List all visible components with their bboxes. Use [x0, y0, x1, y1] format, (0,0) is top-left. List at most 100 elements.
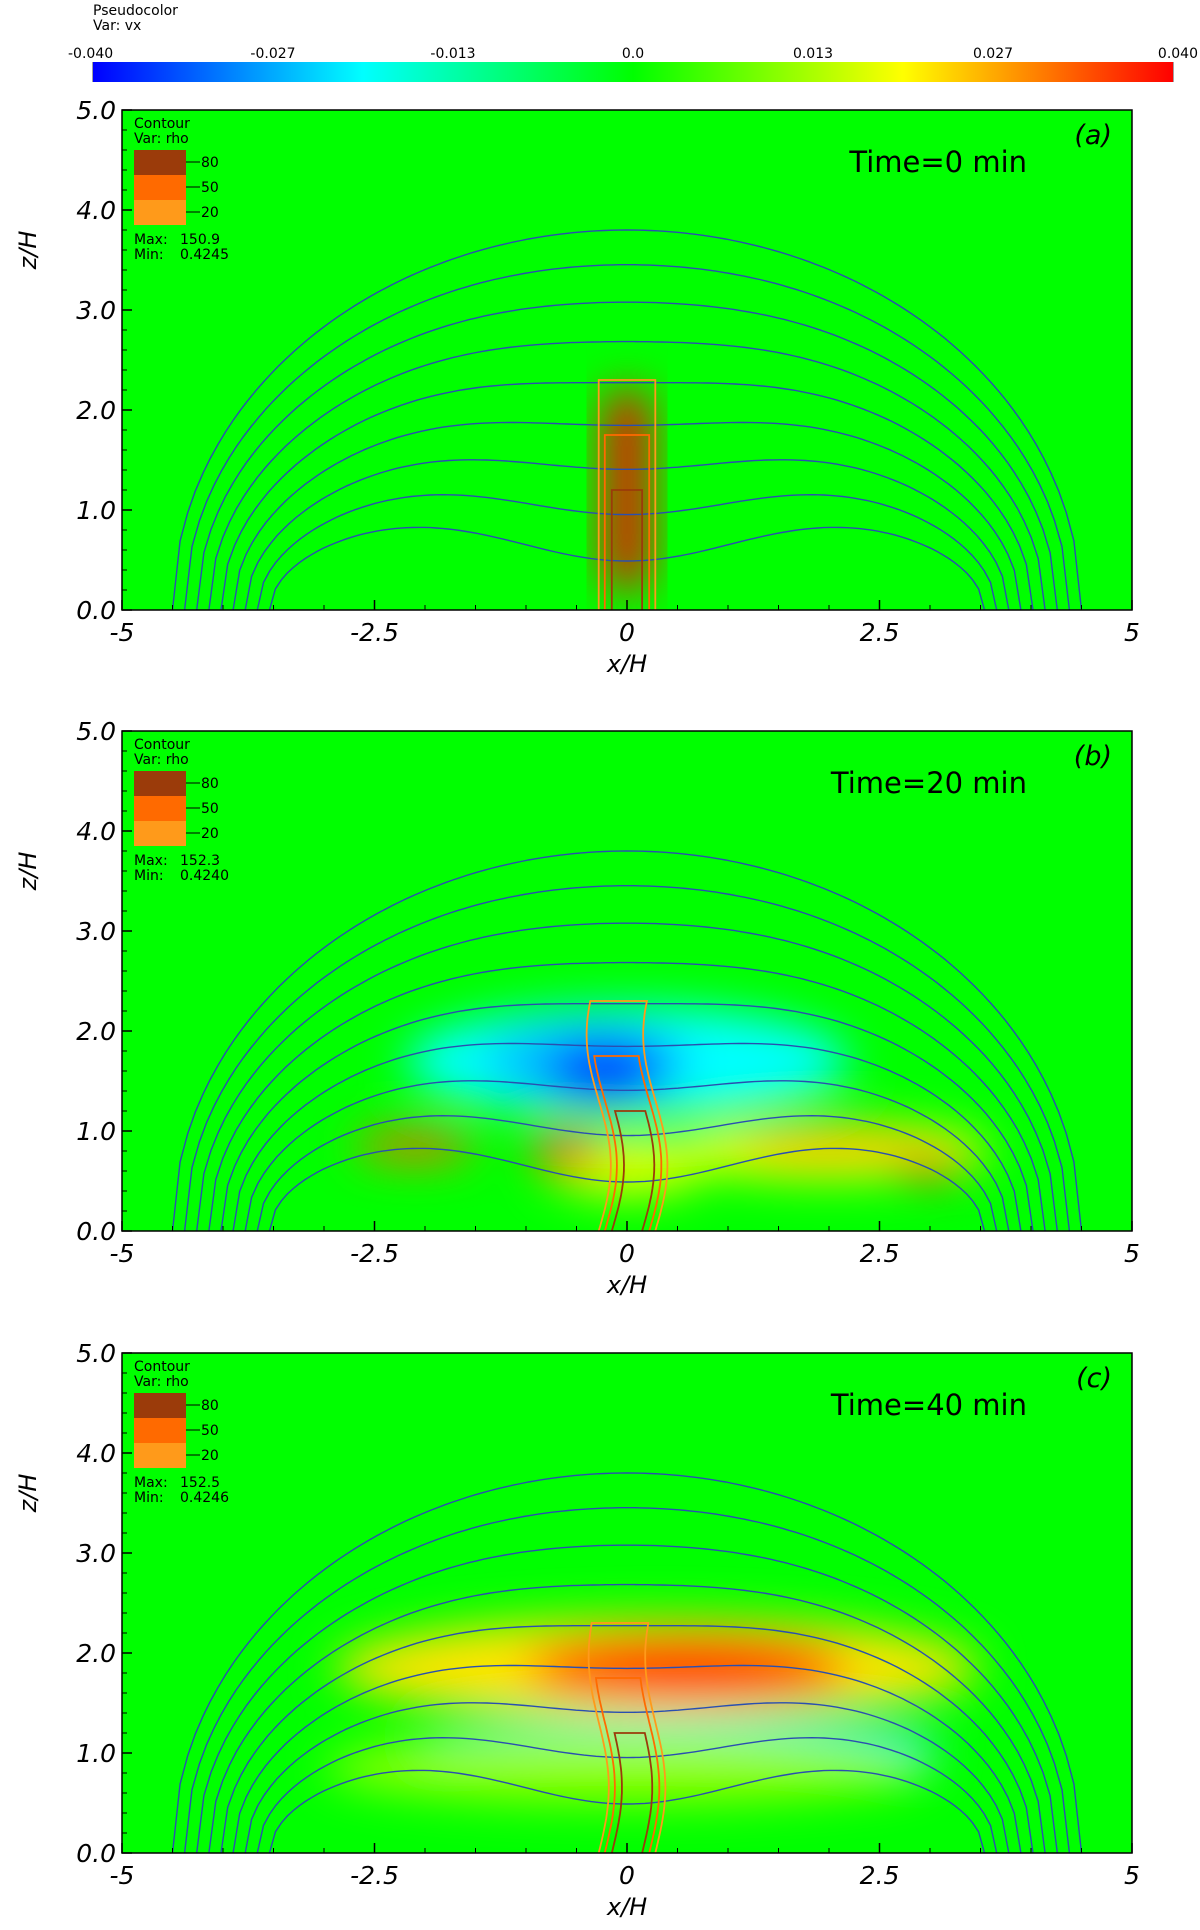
- x-tick-label: 2.5: [860, 1861, 900, 1890]
- y-tick-label: 0.0: [76, 1217, 116, 1246]
- colorbar-tick-label: -0.013: [430, 46, 475, 62]
- legend-level-label: 50: [201, 1423, 219, 1439]
- field-feature: [324, 1733, 930, 1803]
- field-line: [171, 229, 1083, 610]
- rho-contours: [587, 1622, 667, 1853]
- colorbar-variable: Var: vx: [93, 18, 141, 34]
- legend-swatch: [134, 771, 186, 796]
- legend-max-value: 150.9: [180, 232, 220, 248]
- field-line: [171, 850, 1083, 1231]
- rho-contours: [597, 379, 657, 610]
- field-feature: [546, 1041, 668, 1101]
- field-lines: [171, 1472, 1083, 1853]
- y-tick-label: 4.0: [76, 196, 116, 225]
- panel-b: 0.0 1.0 2.0 3.0 4.0 5.0 -5 -2.5 0 2.5 5 x/H z/H (b) Ti…: [14, 717, 1140, 1299]
- x-tick-label: 5: [1124, 618, 1140, 647]
- time-label: Time=40 min: [830, 1388, 1027, 1422]
- y-tick-label: 5.0: [76, 1339, 116, 1368]
- panel-c: 0.0 1.0 2.0 3.0 4.0 5.0 -5 -2.5 0 2.5 5 x/H z/H (c) Ti…: [14, 1339, 1140, 1921]
- rho-contour-line: [603, 434, 651, 610]
- y-axis-label: z/H: [14, 1474, 42, 1514]
- panel-a: 0.0 1.0 2.0 3.0 4.0 5.0 -5 -2.5 0 2.5 5 x/H z/H (a) Ti…: [14, 96, 1140, 678]
- colorbar-gradient: [93, 62, 1173, 82]
- rho-contour-line: [610, 489, 643, 610]
- y-tick-label: 2.0: [76, 1639, 116, 1668]
- colorbar-title: Pseudocolor: [93, 3, 178, 19]
- y-tick-label: 3.0: [76, 917, 116, 946]
- colorbar-tick-label: 0.013: [793, 46, 833, 62]
- legend-max-value: 152.5: [180, 1475, 220, 1491]
- x-tick-label: -5: [110, 1861, 135, 1890]
- legend-min-label: Min:: [134, 868, 164, 884]
- field-line: [196, 1544, 1058, 1853]
- legend-min-label: Min:: [134, 247, 164, 263]
- legend-level-label: 20: [201, 826, 219, 842]
- y-tick-label: 1.0: [76, 496, 116, 525]
- y-axis-label: z/H: [14, 231, 42, 271]
- field-line: [220, 1625, 1034, 1853]
- rho-contour-line: [593, 1055, 663, 1231]
- rho-contour-line: [597, 379, 657, 610]
- x-tick-label: 0: [619, 1239, 635, 1268]
- legend-level-label: 50: [201, 801, 219, 817]
- x-tick-label: 0: [619, 618, 635, 647]
- legend-variable: Var: rho: [134, 131, 189, 147]
- rho-contour-line: [610, 1732, 654, 1853]
- field-line: [196, 301, 1058, 610]
- legend-min-value: 0.4245: [180, 247, 229, 263]
- legend-swatch: [134, 1443, 186, 1468]
- vx-field: [122, 1353, 1132, 1853]
- legend-max-label: Max:: [134, 1475, 168, 1491]
- legend-variable: Var: rho: [134, 1374, 189, 1390]
- y-tick-label: 4.0: [76, 817, 116, 846]
- legend-min-value: 0.4240: [180, 868, 229, 884]
- y-tick-label: 5.0: [76, 96, 116, 125]
- field-line: [208, 1583, 1046, 1853]
- y-axis-label: z/H: [14, 852, 42, 892]
- x-tick-label: -2.5: [350, 1861, 399, 1890]
- x-tick-label: 2.5: [860, 618, 900, 647]
- y-tick-label: 1.0: [76, 1739, 116, 1768]
- legend-swatch: [134, 150, 186, 175]
- field-line: [232, 1042, 1022, 1231]
- colorbar-tick-label: -0.040: [68, 46, 113, 62]
- time-label: Time=0 min: [848, 145, 1027, 179]
- y-tick-label: 1.0: [76, 1117, 116, 1146]
- legend-swatch: [134, 1418, 186, 1443]
- field-line: [183, 264, 1071, 610]
- field-line: [220, 1003, 1034, 1231]
- field-line: [232, 1664, 1022, 1853]
- field-feature: [531, 1133, 602, 1169]
- panel-label: (b): [1074, 741, 1112, 772]
- colorbar: Pseudocolor Var: vx -0.040 -0.027 -0.013 0.…: [68, 3, 1198, 82]
- x-tick-label: -2.5: [350, 618, 399, 647]
- field-line: [196, 922, 1058, 1231]
- x-tick-label: 0: [619, 1861, 635, 1890]
- field-line: [171, 1472, 1083, 1853]
- legend-swatch: [134, 175, 186, 200]
- legend-swatch: [134, 821, 186, 846]
- rho-contour-line: [585, 1000, 669, 1231]
- x-axis-label: x/H: [606, 1893, 647, 1921]
- legend-max-label: Max:: [134, 853, 168, 869]
- time-label: Time=20 min: [830, 766, 1027, 800]
- x-axis-label: x/H: [606, 1271, 647, 1299]
- field-line: [256, 1736, 998, 1853]
- colorbar-tick-label: -0.027: [250, 46, 295, 62]
- legend-max-label: Max:: [134, 232, 168, 248]
- panel-label: (c): [1076, 1363, 1112, 1394]
- field-line: [183, 1507, 1071, 1853]
- vx-field: [122, 110, 1132, 610]
- y-tick-label: 2.0: [76, 1017, 116, 1046]
- legend-swatch: [134, 200, 186, 225]
- legend-title: Contour: [134, 737, 190, 753]
- y-tick-label: 3.0: [76, 296, 116, 325]
- field-feature: [738, 1134, 920, 1158]
- legend-swatch: [134, 796, 186, 821]
- field-lines: [171, 229, 1083, 610]
- field-line: [244, 1702, 1010, 1853]
- field-line: [268, 1147, 986, 1231]
- y-tick-label: 4.0: [76, 1439, 116, 1468]
